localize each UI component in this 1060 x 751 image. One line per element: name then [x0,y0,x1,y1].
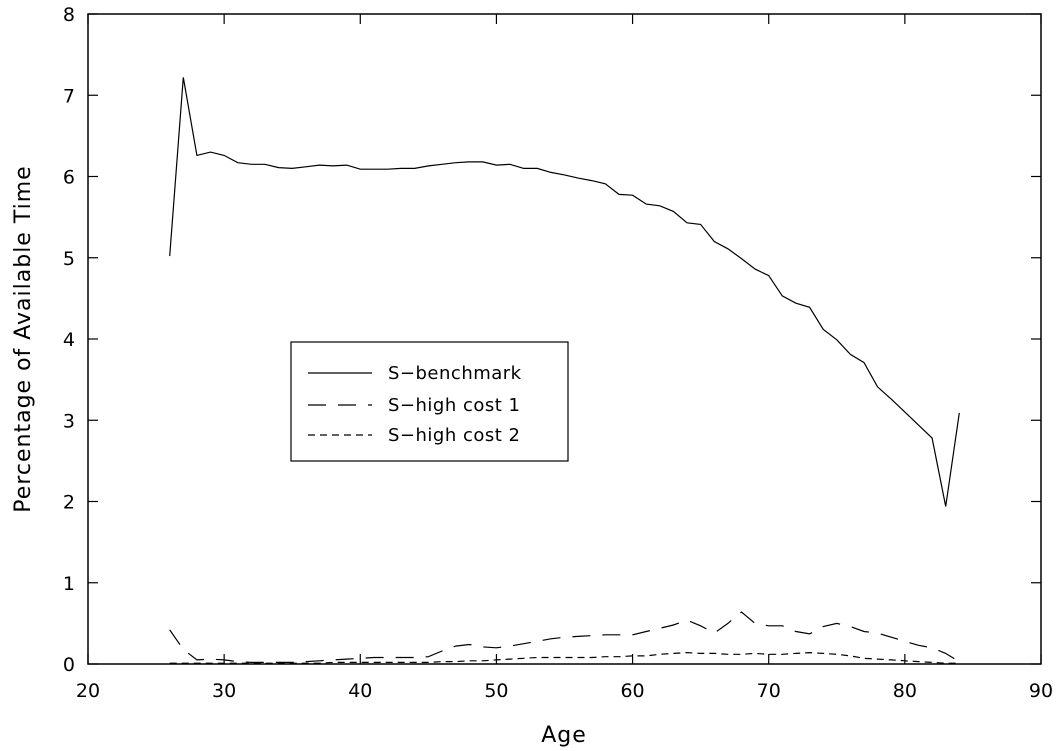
x-tick-label: 20 [76,680,100,702]
y-tick-label: 1 [63,573,75,595]
y-tick-label: 2 [63,492,75,514]
legend-label-high-cost-2: S−high cost 2 [388,425,521,446]
x-tick-label: 50 [484,680,508,702]
series-line-2 [169,611,960,664]
x-axis-title: Age [541,723,587,748]
y-tick-label: 0 [63,654,75,676]
x-tick-label: 30 [212,680,236,702]
x-tick-label: 70 [757,680,781,702]
x-tick-label: 60 [620,680,644,702]
x-tick-label: 90 [1029,680,1053,702]
plot-frame [87,13,1042,665]
y-tick-label: 4 [63,329,75,351]
y-tick-label: 6 [63,167,75,189]
y-tick-label: 7 [63,85,75,107]
legend-box [290,341,569,462]
y-tick-label: 5 [63,248,75,270]
series-line-1 [169,77,960,507]
legend-label-benchmark: S−benchmark [388,363,522,384]
series-layer [169,77,960,664]
y-tick-label: 3 [63,410,75,432]
x-tick-label: 40 [348,680,372,702]
y-axis-ticks: 0 1 2 3 4 5 6 7 8 [63,4,1041,676]
legend-label-high-cost-1: S−high cost 1 [388,395,521,416]
y-axis-title: Percentage of Available Time [11,165,36,512]
series-line-3 [169,651,960,664]
legend: S−benchmark S−high cost 1 S−high cost 2 [290,341,569,462]
x-tick-label: 80 [893,680,917,702]
x-axis-ticks: 20 30 40 50 60 70 80 90 [76,14,1053,702]
y-tick-label: 8 [63,4,75,26]
